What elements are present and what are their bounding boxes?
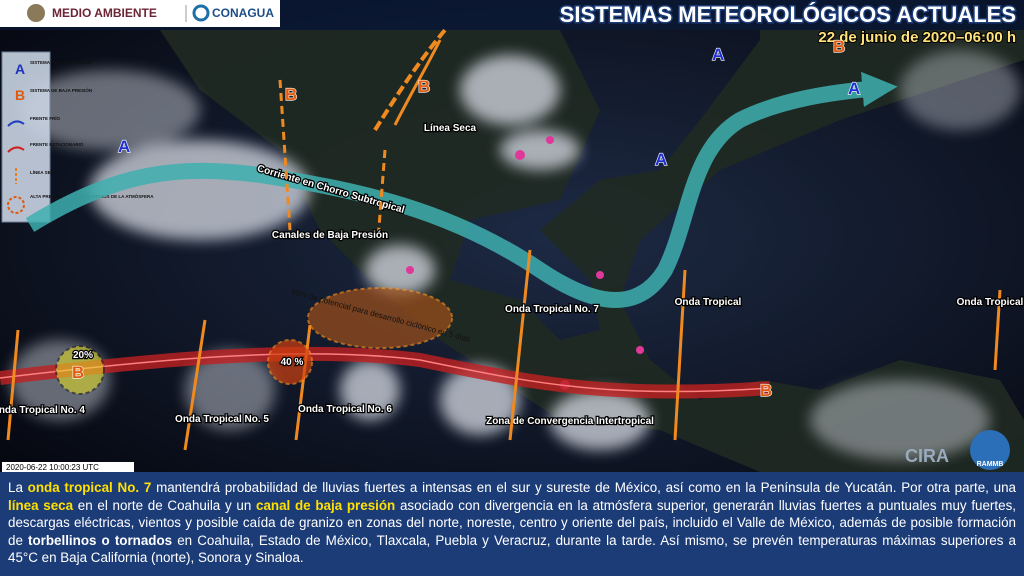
title: SISTEMAS METEOROLÓGICOS ACTUALES: [560, 2, 1016, 27]
bulletin: La onda tropical No. 7 mantendrá probabi…: [0, 472, 1024, 576]
pressure-center: B: [418, 77, 430, 96]
wave-label: Onda Tropical No. 7: [505, 304, 599, 315]
bulletin-text: en el norte de Coahuila y un: [73, 497, 257, 513]
probability: 40 %: [281, 357, 304, 368]
legend-label: FRENTE FRÍO: [30, 114, 60, 121]
legend-label: FRENTE ESTACIONARIO: [30, 142, 84, 147]
bulletin-text: La: [8, 480, 28, 495]
agency2: CONAGUA: [212, 6, 274, 20]
pressure-center: A: [712, 45, 724, 64]
dry-line-label: Línea Seca: [424, 123, 477, 134]
credit: CIRA: [905, 446, 949, 466]
legend-label: LÍNEA SECA: [30, 168, 58, 175]
bulletin-text: onda tropical No. 7: [27, 480, 152, 495]
pressure-center: B: [833, 37, 845, 56]
pressure-center: A: [655, 150, 667, 169]
legend-label: SISTEMA DE ALTA PRESIÓN: [30, 58, 91, 65]
pressure-center: B: [285, 85, 297, 104]
legend-symbol: A: [15, 61, 25, 77]
channels-label: Canales de Baja Presión: [272, 230, 388, 241]
bulletin-text: línea seca: [8, 497, 74, 513]
pressure-center: B: [760, 381, 772, 400]
timestamp: 2020-06-22 10:00:23 UTC: [6, 463, 99, 472]
bulletin-text: mantendrá probabilidad de lluvias fuerte…: [151, 480, 1016, 495]
bulletin-text: canal de baja presión: [256, 497, 396, 513]
wave-label: Onda Tropical No. 6: [298, 404, 392, 415]
probability: 20%: [73, 350, 93, 361]
wave-label: Onda Tropical No. 4: [0, 405, 85, 416]
bulletin-text: torbellinos o tornados: [28, 532, 173, 548]
bulletin-text: asociado con divergencia en la atmósfera…: [8, 497, 1016, 548]
pressure-center: B: [72, 363, 84, 382]
credit: RAMMB: [977, 461, 1004, 468]
legend-symbol: B: [15, 87, 25, 103]
agency: MEDIO AMBIENTE: [52, 6, 157, 20]
bulletin-text: en Coahuila, Estado de México, Tlaxcala,…: [8, 532, 1016, 566]
pressure-center: A: [118, 137, 130, 156]
map: MEDIO AMBIENTE CONAGUA SISTEMAS METEOROL…: [0, 0, 1024, 472]
date: 22 de junio de 2020–06:00 h: [818, 29, 1016, 46]
wave-label: Onda Tropical: [675, 297, 742, 308]
wave-label: Onda Tropical: [957, 297, 1024, 308]
itcz-label: Zona de Convergencia Intertropical: [486, 416, 654, 427]
pressure-center: A: [848, 79, 860, 98]
legend-label: SISTEMA DE BAJA PRESIÓN: [30, 86, 92, 93]
wave-label: Onda Tropical No. 5: [175, 414, 269, 425]
